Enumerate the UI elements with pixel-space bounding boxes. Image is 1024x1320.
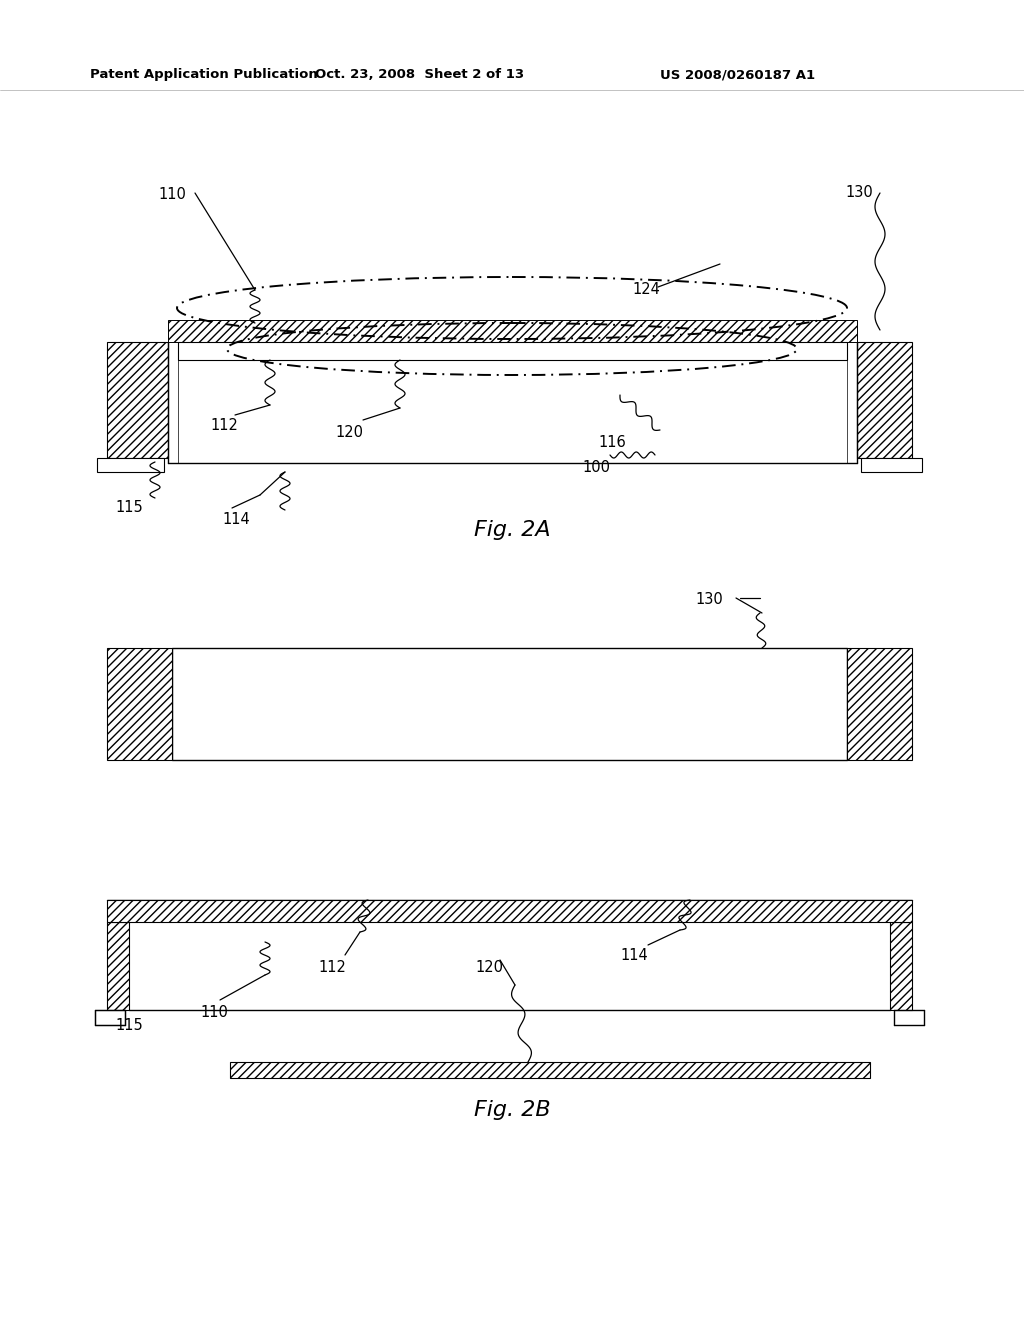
Text: 110: 110 bbox=[158, 187, 186, 202]
Text: 124: 124 bbox=[632, 282, 659, 297]
Bar bbox=[168, 319, 857, 342]
Bar bbox=[861, 458, 922, 473]
Bar bbox=[106, 342, 168, 458]
Bar bbox=[106, 921, 129, 1010]
Bar bbox=[172, 648, 847, 760]
Text: 120: 120 bbox=[475, 960, 503, 975]
Text: 116: 116 bbox=[598, 436, 626, 450]
Bar bbox=[106, 648, 172, 760]
Text: 115: 115 bbox=[115, 1018, 142, 1034]
Text: 114: 114 bbox=[222, 512, 250, 527]
Text: 130: 130 bbox=[695, 591, 723, 607]
Text: 130: 130 bbox=[845, 185, 872, 201]
Bar bbox=[97, 458, 164, 473]
Text: Patent Application Publication: Patent Application Publication bbox=[90, 69, 317, 81]
Bar bbox=[890, 921, 912, 1010]
Bar bbox=[95, 1010, 125, 1026]
Bar bbox=[230, 1063, 870, 1078]
Text: Fig. 2B: Fig. 2B bbox=[474, 1100, 550, 1119]
Text: 100: 100 bbox=[582, 459, 610, 475]
Text: 112: 112 bbox=[210, 418, 238, 433]
Text: US 2008/0260187 A1: US 2008/0260187 A1 bbox=[660, 69, 815, 81]
Bar bbox=[106, 900, 912, 921]
Text: 112: 112 bbox=[318, 960, 346, 975]
Text: 114: 114 bbox=[620, 948, 648, 964]
Text: 110: 110 bbox=[200, 1005, 228, 1020]
Text: Fig. 2A: Fig. 2A bbox=[474, 520, 550, 540]
Text: 115: 115 bbox=[115, 500, 142, 515]
Text: 120: 120 bbox=[335, 425, 362, 440]
Bar bbox=[847, 648, 912, 760]
Bar bbox=[178, 342, 847, 360]
Bar bbox=[857, 342, 912, 458]
Text: Oct. 23, 2008  Sheet 2 of 13: Oct. 23, 2008 Sheet 2 of 13 bbox=[315, 69, 524, 81]
